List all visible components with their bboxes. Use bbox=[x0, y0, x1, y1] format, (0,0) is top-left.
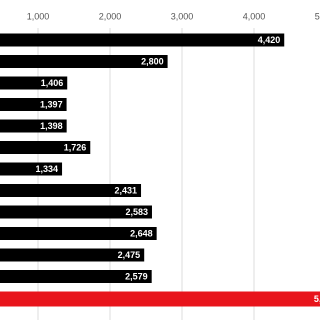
value-label: 1,406 bbox=[41, 78, 64, 88]
value-label: 4,420 bbox=[258, 35, 281, 45]
x-tick-label: 5,000 bbox=[315, 11, 320, 21]
value-label: 2,648 bbox=[130, 228, 153, 238]
bar bbox=[0, 119, 67, 133]
x-tick-label: 2,000 bbox=[99, 11, 122, 21]
bar bbox=[0, 141, 91, 154]
bar bbox=[0, 33, 285, 47]
value-label: 2,800 bbox=[141, 56, 164, 66]
value-label: 2,475 bbox=[118, 250, 141, 260]
value-label: 5,200 bbox=[314, 294, 320, 304]
bar bbox=[0, 270, 152, 283]
value-label: 2,431 bbox=[115, 185, 138, 195]
bar bbox=[0, 76, 68, 90]
value-label: 1,334 bbox=[36, 164, 59, 174]
bar bbox=[0, 291, 320, 307]
bar bbox=[0, 248, 145, 262]
x-tick-label: 1,000 bbox=[27, 11, 50, 21]
bar bbox=[0, 162, 63, 176]
value-label: 1,397 bbox=[40, 99, 63, 109]
value-label: 1,398 bbox=[40, 121, 63, 131]
value-label: 1,726 bbox=[64, 142, 87, 152]
value-label: 2,579 bbox=[125, 271, 148, 281]
value-label: 2,583 bbox=[125, 207, 148, 217]
bar bbox=[0, 184, 142, 197]
x-tick-label: 3,000 bbox=[171, 11, 194, 21]
bar bbox=[0, 205, 152, 219]
bar bbox=[0, 55, 168, 68]
bar bbox=[0, 98, 67, 111]
bar bbox=[0, 227, 157, 240]
x-tick-label: 4,000 bbox=[243, 11, 266, 21]
